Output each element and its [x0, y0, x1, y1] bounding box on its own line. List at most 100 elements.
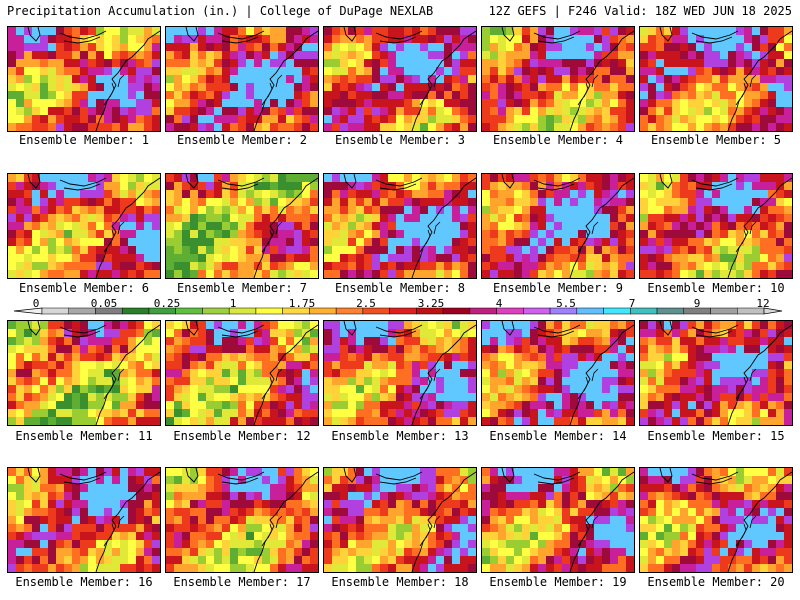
colorbar-tick-label: 5.5: [556, 297, 576, 310]
colorbar-tick-label: 0.25: [153, 297, 181, 310]
great-lakes-outline: [501, 321, 581, 338]
bay-outline: [261, 368, 283, 400]
coastline-outline: [253, 30, 318, 131]
member-caption-5: Ensemble Member: 5: [650, 133, 782, 147]
great-lakes-outline: [27, 174, 107, 191]
bay-outline: [577, 74, 599, 106]
ensemble-member-map-7: [165, 173, 319, 279]
member-caption-15: Ensemble Member: 15: [647, 429, 785, 443]
great-lakes-outline: [659, 174, 739, 191]
member-caption-4: Ensemble Member: 4: [492, 133, 624, 147]
member-caption-6: Ensemble Member: 6: [18, 281, 150, 295]
coastline-outline: [569, 471, 634, 572]
colorbar-swatch: [121, 307, 150, 315]
great-lakes-outline: [185, 174, 265, 191]
ensemble-member-map-4: [481, 26, 635, 132]
bay-outline: [103, 221, 125, 253]
great-lakes-outline: [27, 321, 107, 338]
bay-outline: [419, 515, 441, 547]
bay-outline: [261, 74, 283, 106]
colorbar-swatch: [202, 307, 230, 315]
great-lakes-outline: [185, 27, 265, 44]
bay-outline: [577, 515, 599, 547]
precip-colorbar: [13, 307, 783, 315]
bay-outline: [261, 515, 283, 547]
colorbar-swatch: [656, 307, 685, 315]
great-lakes-outline: [501, 468, 581, 485]
great-lakes-outline: [501, 174, 581, 191]
member-caption-20: Ensemble Member: 20: [647, 575, 785, 589]
member-caption-10: Ensemble Member: 10: [647, 281, 785, 295]
ensemble-member-map-15: [639, 320, 793, 426]
colorbar-tick-label: 3.25: [417, 297, 445, 310]
colorbar-swatch: [710, 307, 738, 315]
colorbar-swatch: [576, 307, 604, 315]
coastline-outline: [727, 177, 792, 278]
ensemble-member-map-20: [639, 467, 793, 573]
bay-outline: [103, 515, 125, 547]
colorbar-swatch: [389, 307, 417, 315]
member-caption-13: Ensemble Member: 13: [331, 429, 469, 443]
colorbar-tick-label: 4: [495, 297, 503, 310]
coastline-outline: [95, 177, 160, 278]
map-title: Precipitation Accumulation (in.) | Colle…: [7, 4, 434, 18]
coastline-outline: [411, 30, 476, 131]
member-caption-14: Ensemble Member: 14: [489, 429, 627, 443]
member-caption-19: Ensemble Member: 19: [489, 575, 627, 589]
coastline-outline: [411, 324, 476, 425]
coastline-outline: [569, 324, 634, 425]
great-lakes-outline: [343, 468, 423, 485]
ensemble-member-map-8: [323, 173, 477, 279]
colorbar-tick-label: 0: [32, 297, 40, 310]
colorbar-tick-label: 7: [628, 297, 636, 310]
colorbar-tick-label: 1: [229, 297, 237, 310]
ensemble-member-map-6: [7, 173, 161, 279]
coastline-outline: [411, 177, 476, 278]
ensemble-member-map-5: [639, 26, 793, 132]
member-caption-1: Ensemble Member: 1: [18, 133, 150, 147]
colorbar-tick-label: 0.05: [90, 297, 118, 310]
member-caption-8: Ensemble Member: 8: [334, 281, 466, 295]
bay-outline: [735, 368, 757, 400]
great-lakes-outline: [185, 321, 265, 338]
ensemble-member-map-10: [639, 173, 793, 279]
member-caption-2: Ensemble Member: 2: [176, 133, 308, 147]
great-lakes-outline: [659, 321, 739, 338]
bay-outline: [103, 368, 125, 400]
run-valid-time: 12Z GEFS | F246 Valid: 18Z WED JUN 18 20…: [488, 4, 792, 18]
coastline-outline: [727, 324, 792, 425]
coastline-outline: [569, 177, 634, 278]
bay-outline: [735, 515, 757, 547]
member-caption-3: Ensemble Member: 3: [334, 133, 466, 147]
colorbar-swatch: [603, 307, 631, 315]
great-lakes-outline: [185, 468, 265, 485]
colorbar-tick-label: 1.75: [288, 297, 316, 310]
member-caption-18: Ensemble Member: 18: [331, 575, 469, 589]
ensemble-member-map-16: [7, 467, 161, 573]
bay-outline: [419, 221, 441, 253]
colorbar-swatch: [41, 307, 69, 315]
member-caption-7: Ensemble Member: 7: [176, 281, 308, 295]
bay-outline: [577, 221, 599, 253]
coastline-outline: [727, 30, 792, 131]
ensemble-member-map-19: [481, 467, 635, 573]
ensemble-member-map-3: [323, 26, 477, 132]
bay-outline: [103, 74, 125, 106]
colorbar-max-arrow: [763, 307, 783, 315]
coastline-outline: [411, 471, 476, 572]
ensemble-member-map-12: [165, 320, 319, 426]
ensemble-member-map-18: [323, 467, 477, 573]
coastline-outline: [253, 471, 318, 572]
great-lakes-outline: [343, 27, 423, 44]
great-lakes-outline: [659, 27, 739, 44]
ensemble-member-map-9: [481, 173, 635, 279]
great-lakes-outline: [501, 27, 581, 44]
bay-outline: [577, 368, 599, 400]
coastline-outline: [95, 324, 160, 425]
ensemble-member-map-11: [7, 320, 161, 426]
coastline-outline: [569, 30, 634, 131]
great-lakes-outline: [27, 27, 107, 44]
ensemble-member-map-2: [165, 26, 319, 132]
member-caption-9: Ensemble Member: 9: [492, 281, 624, 295]
bay-outline: [419, 74, 441, 106]
